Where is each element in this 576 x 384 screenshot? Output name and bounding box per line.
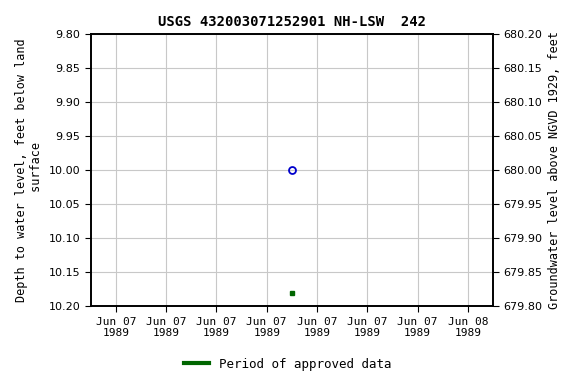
Y-axis label: Groundwater level above NGVD 1929, feet: Groundwater level above NGVD 1929, feet (548, 31, 561, 309)
Y-axis label: Depth to water level, feet below land
 surface: Depth to water level, feet below land su… (15, 38, 43, 302)
Legend: Period of approved data: Period of approved data (179, 353, 397, 376)
Title: USGS 432003071252901 NH-LSW  242: USGS 432003071252901 NH-LSW 242 (158, 15, 426, 29)
